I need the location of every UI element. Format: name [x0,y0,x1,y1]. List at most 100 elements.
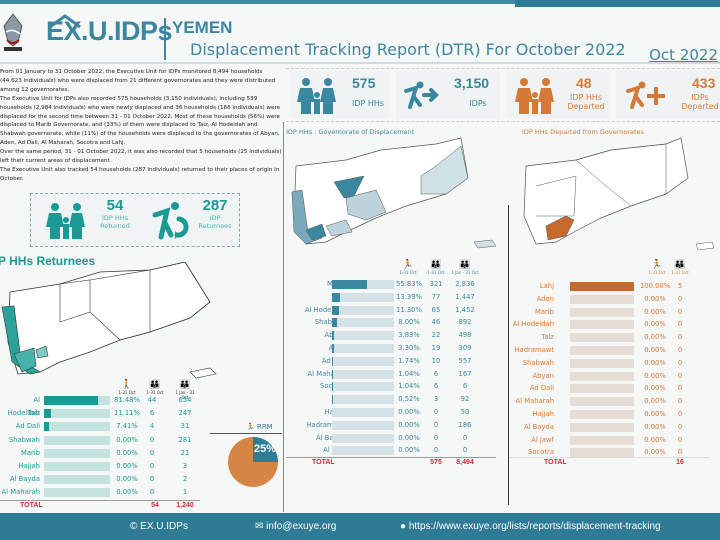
percent-value: 0.00% [116,488,138,497]
percent-bar-fill [332,292,341,302]
governorate-name: Ad Dali [15,422,40,431]
returnees-label: IDP Returnees [198,214,232,230]
percent-bar [332,280,394,289]
returnees-map [1,262,217,379]
hh-value: 0 [677,371,683,380]
table-row: Ad Dali 7.41% 4 31 [0,420,210,433]
percent-bar [570,333,634,343]
hh-value: 0 [677,448,683,457]
displacement-total-cum: 8,494 [456,459,474,466]
family-icon [46,203,85,239]
hh-value: 46 [431,318,441,327]
returnee-walking-icon [152,202,189,240]
percent-value: 100.00% [640,282,671,290]
cumulative-value: 0 [462,433,468,442]
panel-divider [508,205,509,505]
percent-bar [44,462,110,471]
hh-value: 0 [149,475,155,484]
table-row: Hadramawt 0.00% 0 186 [286,419,508,432]
percent-bar [44,448,110,458]
copyright-icon: © [130,521,138,532]
mail-icon: ✉ [255,521,264,532]
stat-label: IDP HHs [351,99,385,108]
percent-value: 1.04% [398,382,420,391]
percent-value: 0.00% [644,320,666,329]
percent-value: 0.00% [644,371,666,380]
table-row: Al Maharah 1.04% 6 167 [286,368,508,381]
cumulative-value: 1,447 [455,292,475,301]
hh-value: 4 [149,422,155,431]
percent-bar [44,475,110,485]
percent-value: 1.74% [398,356,420,365]
footer-email-text[interactable]: info@exuye.org [266,521,337,532]
percent-value: 0.00% [116,475,138,484]
returnees-summary-box: 54 IDP HHs Returned 287 IDP Returnees [30,193,240,247]
rrm-pct: 25% [254,443,277,455]
hh-value: 6 [433,369,439,378]
cumulative-value: 2 [182,475,188,484]
hh-value: 0 [433,446,439,455]
column-divider [283,122,284,512]
stat-label: IDPs Departed [681,93,719,111]
departed-total-hh: 16 [676,459,684,466]
percent-value: 11.11% [114,409,140,418]
family-icon [515,78,554,114]
percent-value: 55.83% [396,280,422,288]
table-row: Taiz 11.11% 6 247 [0,407,210,420]
percent-bar [570,294,634,304]
percent-bar-fill [332,318,337,328]
hh-value: 321 [429,280,443,288]
cumulative-value: 92 [460,395,470,404]
cumulative-value: 2,836 [455,280,475,288]
governorate-name: Hajjah [18,462,40,470]
hh-value: 0 [677,346,683,354]
percent-bar [570,397,634,407]
displacement-total-hh: 575 [430,459,442,466]
cumulative-value: 892 [458,318,472,327]
hh-value: 0 [149,448,155,457]
displacement-map-title: IDP HHs : Governorate of Displacement [286,128,415,136]
government-emblem-icon [3,13,23,51]
governorate-name: Taiz [541,333,554,342]
cumulative-value: 3 [182,462,188,470]
table-row: Al Jawf 0.00% 0 [510,434,710,447]
stat-idp-hhs: 575 IDP HHs [290,71,390,119]
footer-url-text[interactable]: https://www.exuye.org/lists/reports/disp… [408,521,661,532]
col-header-hh: 1-31 Oct [146,390,164,395]
family-icon: 👪 [179,380,191,390]
table-row: Taiz13.39%771,447 [286,291,508,304]
governorate-name: Hadramawt [306,420,346,429]
globe-icon: ● [400,521,407,532]
governorate-name: Al Hodeidah [512,320,554,329]
percent-value: 0.00% [644,422,666,431]
hh-value: 0 [677,307,683,316]
displacement-table: 🏃1-31 Oct 👪1-31 Oct 👪1 Jan - 31 Oct Mari… [286,260,508,470]
percent-bar-fill [332,356,334,366]
table-row: Taiz 0.00% 0 [510,331,710,344]
percent-bar [44,396,110,405]
governorate-name: Taiz [27,409,40,418]
narrative-summary: From 01 January to 31 October 2022, the … [0,68,282,184]
footer-email[interactable]: ✉ info@exuye.org [255,521,336,532]
cumulative-value: 0 [462,446,468,455]
top-accent-bar [0,0,720,7]
walking-icon: 🚶 [121,380,133,390]
footer-url[interactable]: ● https://www.exuye.org/lists/reports/di… [400,521,661,532]
total-divider [0,500,200,501]
percent-value: 3.30% [398,344,420,352]
percent-value: 0.00% [116,435,138,444]
table-row: Socotra1.04%66 [286,380,508,393]
table-row: Al Hodeidah 11.30% 65 1,452 [286,304,508,317]
cumulative-value: 309 [458,344,472,352]
percent-bar [570,307,634,317]
footer-org: © EX.U.IDPs [130,521,188,532]
percent-value: 0.00% [398,408,420,416]
walking-arrow-icon [404,81,439,109]
percent-bar [570,346,634,355]
percent-bar [332,433,394,443]
governorate-name: Al Hodeidah [7,396,40,417]
governorate-name: Al Jawf [531,435,554,444]
returnees-total-hh: 54 [151,502,159,509]
